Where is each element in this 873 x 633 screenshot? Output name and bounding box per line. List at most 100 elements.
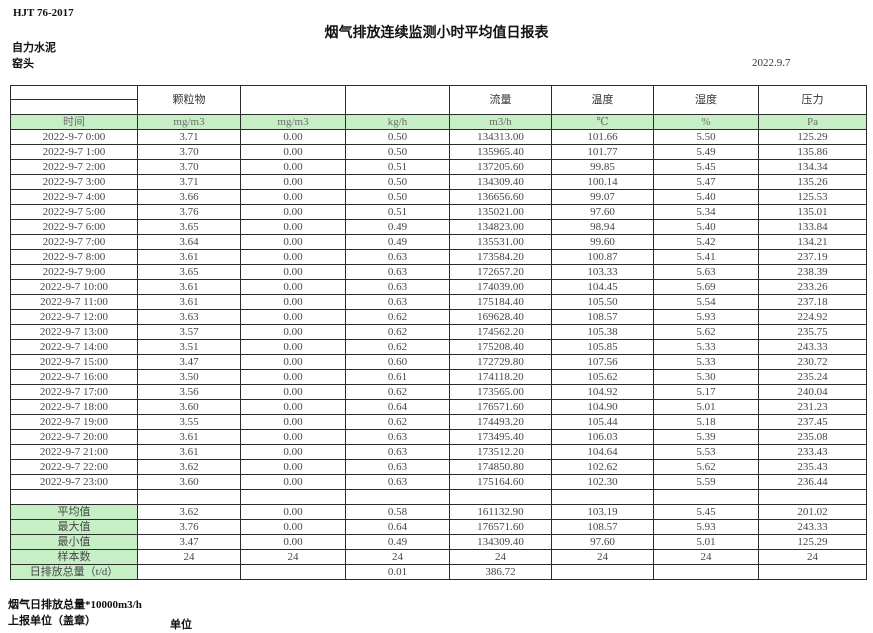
cell-value: 104.90 [551, 399, 654, 415]
cell-value: 174039.00 [449, 279, 552, 295]
hour-row: 2022-9-7 22:00 3.62 0.00 0.63 174850.80 102.6… [10, 459, 867, 475]
time-cell: 2022-9-7 15:00 [10, 354, 138, 370]
cell-value: 0.00 [240, 309, 346, 325]
cell-value: 237.45 [758, 414, 867, 430]
cell-value: 0.63 [345, 429, 450, 445]
cell-value: 3.61 [137, 294, 241, 310]
cell-value: 103.19 [551, 504, 654, 520]
cell-value: 99.85 [551, 159, 654, 175]
hour-row: 2022-9-7 3:00 3.71 0.00 0.50 134309.40 100.14… [10, 174, 867, 190]
cell-value: 136656.60 [449, 189, 552, 205]
cell-value: 0.50 [345, 144, 450, 160]
cell-value: 0.00 [240, 129, 346, 145]
cell-value: 3.61 [137, 249, 241, 265]
cell-value: 0.00 [240, 414, 346, 430]
time-cell: 2022-9-7 7:00 [10, 234, 138, 250]
cell-value: 24 [551, 549, 654, 565]
cell-value: 0.49 [345, 219, 450, 235]
time-cell: 2022-9-7 3:00 [10, 174, 138, 190]
group-header-row: 颗粒物 流量 温度 湿度 压力 [10, 85, 867, 115]
cell-value: 5.39 [653, 429, 759, 445]
cell-value: 240.04 [758, 384, 867, 400]
cell-value: 238.39 [758, 264, 867, 280]
hour-row: 2022-9-7 5:00 3.76 0.00 0.51 135021.00 97.60 5… [10, 204, 867, 220]
blank-cell [240, 489, 346, 505]
cell-value: 0.62 [345, 339, 450, 355]
cell-value: 3.76 [137, 204, 241, 220]
cell-value: 5.40 [653, 219, 759, 235]
time-cell: 2022-9-7 12:00 [10, 309, 138, 325]
split-top-cell [11, 87, 137, 100]
cell-value: 0.00 [240, 429, 346, 445]
hour-row: 2022-9-7 15:00 3.47 0.00 0.60 172729.80 107.5… [10, 354, 867, 370]
cell-value: 24 [653, 549, 759, 565]
hour-row: 2022-9-7 7:00 3.64 0.00 0.49 135531.00 99.60 5… [10, 234, 867, 250]
cell-value: 3.63 [137, 309, 241, 325]
cell-value: 236.44 [758, 474, 867, 490]
cell-value: 3.65 [137, 219, 241, 235]
hour-row: 2022-9-7 9:00 3.65 0.00 0.63 172657.20 103.33… [10, 264, 867, 280]
cell-value: 0.00 [240, 249, 346, 265]
cell-value: 24 [449, 549, 552, 565]
cell-value: 233.43 [758, 444, 867, 460]
cell-value: 0.62 [345, 324, 450, 340]
cell-value: 5.17 [653, 384, 759, 400]
cell-value: 5.45 [653, 159, 759, 175]
blank-row [10, 489, 867, 505]
cell-value: 235.43 [758, 459, 867, 475]
report-table: 颗粒物 流量 温度 湿度 压力 时间 mg/m3 mg/m3 kg/h m3/h… [10, 85, 867, 580]
cell-value: 235.75 [758, 324, 867, 340]
cell-value: 173495.40 [449, 429, 552, 445]
cell-value: 3.62 [137, 504, 241, 520]
cell-value: 3.70 [137, 159, 241, 175]
cell-value [240, 564, 346, 580]
time-cell: 2022-9-7 13:00 [10, 324, 138, 340]
cell-value: 97.60 [551, 534, 654, 550]
cell-value: 0.63 [345, 459, 450, 475]
cell-value: 135965.40 [449, 144, 552, 160]
cell-value: 5.59 [653, 474, 759, 490]
time-cell: 2022-9-7 22:00 [10, 459, 138, 475]
cell-value: 134313.00 [449, 129, 552, 145]
cell-value: 0.00 [240, 294, 346, 310]
unit-celsius: ℃ [551, 114, 654, 130]
cell-value: 235.24 [758, 369, 867, 385]
cell-value: 108.57 [551, 309, 654, 325]
cell-value: 0.51 [345, 159, 450, 175]
time-cell: 2022-9-7 6:00 [10, 219, 138, 235]
cell-value: 107.56 [551, 354, 654, 370]
cell-value: 135021.00 [449, 204, 552, 220]
summary-label-cell: 最大值 [10, 519, 138, 535]
cell-value: 0.00 [240, 279, 346, 295]
station-name: 窑头 [12, 58, 34, 70]
hour-row: 2022-9-7 18:00 3.60 0.00 0.64 176571.60 104.9… [10, 399, 867, 415]
cell-value: 5.63 [653, 264, 759, 280]
cell-value: 0.60 [345, 354, 450, 370]
time-cell: 2022-9-7 8:00 [10, 249, 138, 265]
cell-value: 100.87 [551, 249, 654, 265]
cell-value: 0.62 [345, 309, 450, 325]
cell-value: 24 [345, 549, 450, 565]
col-header-blank-1 [240, 85, 346, 115]
cell-value: 0.00 [240, 504, 346, 520]
cell-value: 3.47 [137, 354, 241, 370]
cell-value: 0.64 [345, 519, 450, 535]
cell-value: 134823.00 [449, 219, 552, 235]
cell-value: 0.62 [345, 414, 450, 430]
cell-value: 5.45 [653, 504, 759, 520]
cell-value: 5.53 [653, 444, 759, 460]
blank-cell [345, 489, 450, 505]
cell-value: 3.64 [137, 234, 241, 250]
blank-cell [137, 489, 241, 505]
hour-row: 2022-9-7 23:00 3.60 0.00 0.63 175164.60 102.3… [10, 474, 867, 490]
cell-value: 0.00 [240, 219, 346, 235]
cell-value: 105.50 [551, 294, 654, 310]
split-bottom-cell [12, 100, 137, 114]
cell-value: 104.92 [551, 384, 654, 400]
time-cell: 2022-9-7 9:00 [10, 264, 138, 280]
cell-value: 5.93 [653, 519, 759, 535]
cell-value: 3.47 [137, 534, 241, 550]
cell-value: 161132.90 [449, 504, 552, 520]
unit-mg-m3-b: mg/m3 [240, 114, 346, 130]
cell-value: 3.60 [137, 474, 241, 490]
